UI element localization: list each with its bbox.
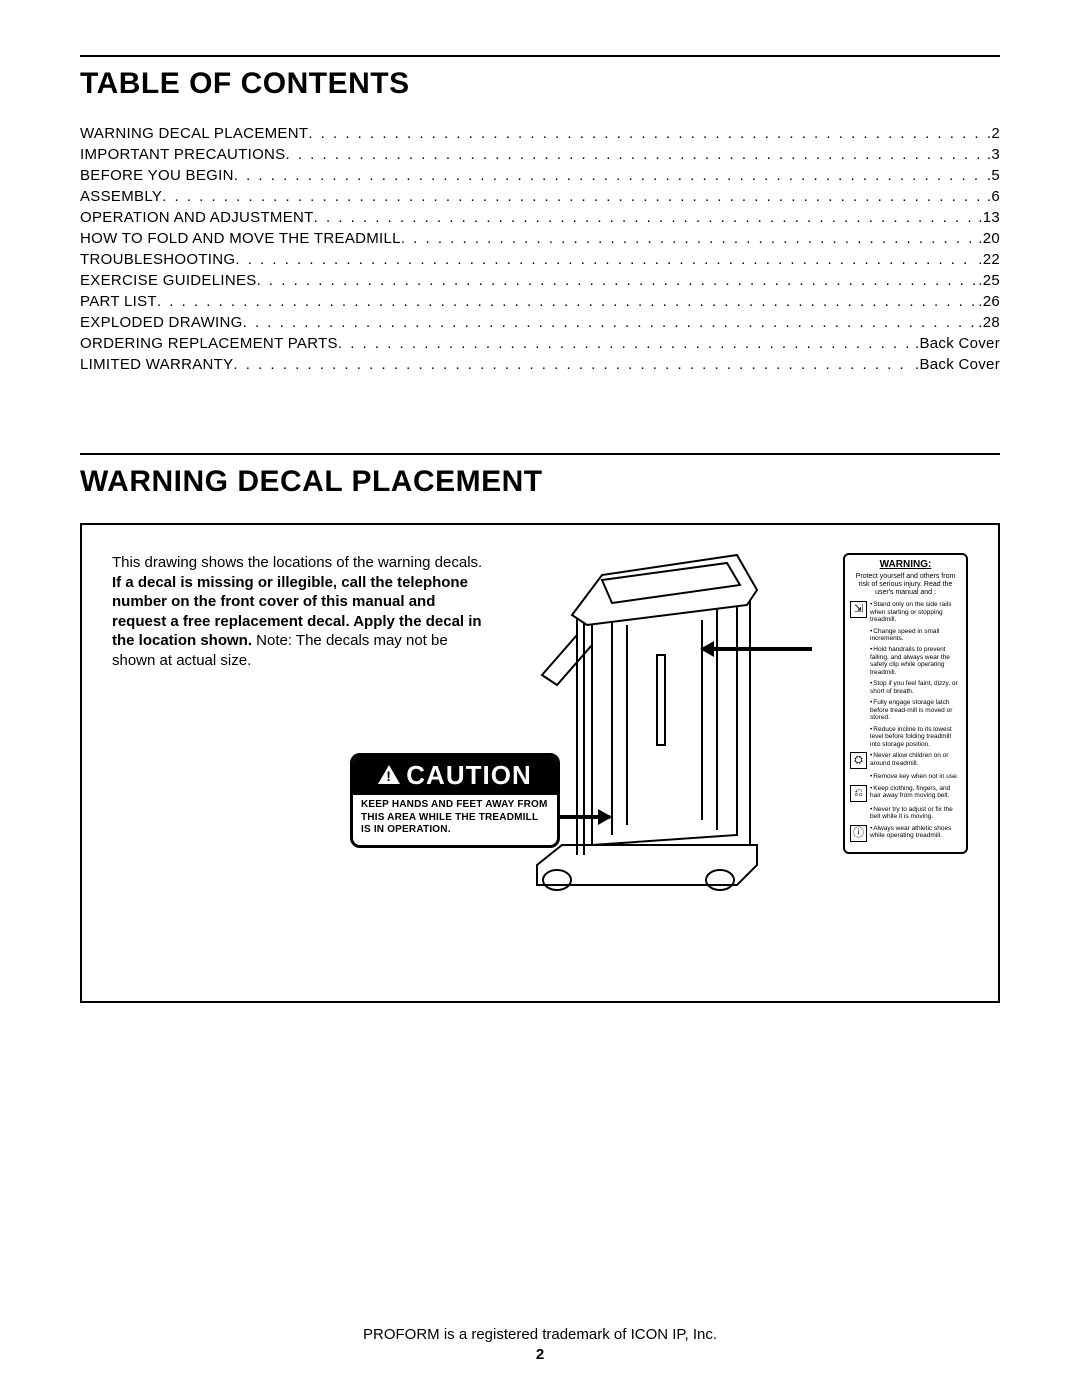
warning-item-icon: ⇲ bbox=[850, 601, 867, 618]
toc-label: ORDERING REPLACEMENT PARTS bbox=[80, 335, 338, 352]
warning-label-intro: Protect yourself and others from risk of… bbox=[850, 573, 961, 597]
toc-row: BEFORE YOU BEGIN .5 bbox=[80, 167, 1000, 184]
toc-row: WARNING DECAL PLACEMENT .2 bbox=[80, 125, 1000, 142]
toc-page: .25 bbox=[976, 272, 1000, 289]
warning-item-text: Stop if you feel faint, dizzy, or short … bbox=[870, 680, 961, 695]
caution-header-text: CAUTION bbox=[406, 760, 531, 791]
warning-item-text: Hold handrails to prevent falling, and a… bbox=[870, 646, 961, 676]
warning-item-icon: ⛭ bbox=[850, 752, 867, 769]
toc-dots bbox=[233, 356, 913, 373]
toc-label: BEFORE YOU BEGIN bbox=[80, 167, 234, 184]
toc-dots bbox=[314, 209, 977, 226]
arrow-caution bbox=[560, 815, 610, 819]
top-rule bbox=[80, 55, 1000, 57]
warning-item-text: Change speed in small increments. bbox=[870, 628, 961, 643]
warning-item: Remove key when not in use. bbox=[850, 773, 961, 780]
warning-item-text: Stand only on the side rails when starti… bbox=[870, 601, 961, 623]
toc-row: EXERCISE GUIDELINES .25 bbox=[80, 272, 1000, 289]
toc-dots bbox=[157, 293, 976, 310]
toc-dots bbox=[286, 146, 985, 163]
toc-label: ASSEMBLY bbox=[80, 188, 162, 205]
toc-dots bbox=[234, 167, 985, 184]
caution-header: CAUTION bbox=[353, 756, 557, 795]
toc-row: ASSEMBLY .6 bbox=[80, 188, 1000, 205]
toc-dots bbox=[401, 230, 976, 247]
toc-page: .20 bbox=[976, 230, 1000, 247]
warning-item: ⎌Keep clothing, fingers, and hair away f… bbox=[850, 785, 961, 802]
warning-item-text: Always wear athletic shoes while operati… bbox=[870, 825, 961, 842]
warning-item-text: Never allow children on or around treadm… bbox=[870, 752, 961, 769]
warning-item: ⛭Never allow children on or around tread… bbox=[850, 752, 961, 769]
toc-page: .3 bbox=[985, 146, 1000, 163]
placement-box: This drawing shows the locations of the … bbox=[80, 523, 1000, 1003]
toc-row: LIMITED WARRANTY .Back Cover bbox=[80, 356, 1000, 373]
toc-row: IMPORTANT PRECAUTIONS .3 bbox=[80, 146, 1000, 163]
toc-label: TROUBLESHOOTING bbox=[80, 251, 235, 268]
toc-page: .Back Cover bbox=[913, 335, 1000, 352]
warning-item: ⓘAlways wear athletic shoes while operat… bbox=[850, 825, 961, 842]
mid-rule bbox=[80, 453, 1000, 455]
document-page: TABLE OF CONTENTS WARNING DECAL PLACEMEN… bbox=[0, 0, 1080, 1397]
footer-trademark: PROFORM is a registered trademark of ICO… bbox=[0, 1326, 1080, 1343]
toc-label: EXERCISE GUIDELINES bbox=[80, 272, 257, 289]
toc-dots bbox=[257, 272, 977, 289]
toc-label: EXPLODED DRAWING bbox=[80, 314, 243, 331]
toc-label: PART LIST bbox=[80, 293, 157, 310]
warning-label: WARNING: Protect yourself and others fro… bbox=[843, 553, 968, 854]
toc-page: .Back Cover bbox=[913, 356, 1000, 373]
warning-item: Change speed in small increments. bbox=[850, 628, 961, 643]
warning-item: Reduce incline to its lowest level befor… bbox=[850, 726, 961, 748]
warning-item: Fully engage storage latch before tread-… bbox=[850, 699, 961, 721]
toc-page: .5 bbox=[985, 167, 1000, 184]
placement-title: WARNING DECAL PLACEMENT bbox=[80, 465, 1000, 499]
warning-label-title: WARNING: bbox=[850, 559, 961, 570]
toc-page: .28 bbox=[976, 314, 1000, 331]
toc-row: HOW TO FOLD AND MOVE THE TREADMILL .20 bbox=[80, 230, 1000, 247]
treadmill-illustration bbox=[502, 545, 782, 905]
warning-item: Never try to adjust or fix the belt whil… bbox=[850, 806, 961, 821]
toc-title: TABLE OF CONTENTS bbox=[80, 67, 1000, 101]
placement-paragraph: This drawing shows the locations of the … bbox=[112, 553, 492, 670]
warning-triangle-icon bbox=[378, 765, 400, 784]
page-number: 2 bbox=[0, 1346, 1080, 1363]
table-of-contents: WARNING DECAL PLACEMENT .2 IMPORTANT PREC… bbox=[80, 125, 1000, 373]
warning-item: Stop if you feel faint, dizzy, or short … bbox=[850, 680, 961, 695]
caution-body: KEEP HANDS AND FEET AWAY FROM THIS AREA … bbox=[353, 795, 557, 845]
toc-label: IMPORTANT PRECAUTIONS bbox=[80, 146, 286, 163]
toc-page: .13 bbox=[976, 209, 1000, 226]
toc-label: WARNING DECAL PLACEMENT bbox=[80, 125, 308, 142]
warning-item: Hold handrails to prevent falling, and a… bbox=[850, 646, 961, 676]
warning-label-items: ⇲Stand only on the side rails when start… bbox=[850, 601, 961, 841]
toc-label: OPERATION AND ADJUSTMENT bbox=[80, 209, 314, 226]
placement-lead: This drawing shows the locations of the … bbox=[112, 554, 482, 571]
warning-item-text: Reduce incline to its lowest level befor… bbox=[870, 726, 961, 748]
toc-row: OPERATION AND ADJUSTMENT .13 bbox=[80, 209, 1000, 226]
warning-item-icon: ⎌ bbox=[850, 785, 867, 802]
toc-page: .22 bbox=[976, 251, 1000, 268]
warning-item-icon: ⓘ bbox=[850, 825, 867, 842]
toc-dots bbox=[243, 314, 977, 331]
toc-page: .6 bbox=[985, 188, 1000, 205]
warning-item-text: Keep clothing, fingers, and hair away fr… bbox=[870, 785, 961, 802]
toc-label: HOW TO FOLD AND MOVE THE TREADMILL bbox=[80, 230, 401, 247]
toc-page: .2 bbox=[985, 125, 1000, 142]
toc-row: ORDERING REPLACEMENT PARTS .Back Cover bbox=[80, 335, 1000, 352]
warning-item-text: Never try to adjust or fix the belt whil… bbox=[870, 806, 961, 821]
toc-page: .26 bbox=[976, 293, 1000, 310]
toc-dots bbox=[235, 251, 976, 268]
arrow-warning bbox=[702, 647, 812, 651]
toc-dots bbox=[308, 125, 985, 142]
toc-row: EXPLODED DRAWING .28 bbox=[80, 314, 1000, 331]
toc-row: PART LIST .26 bbox=[80, 293, 1000, 310]
toc-label: LIMITED WARRANTY bbox=[80, 356, 233, 373]
toc-dots bbox=[162, 188, 985, 205]
toc-dots bbox=[338, 335, 913, 352]
caution-decal: CAUTION KEEP HANDS AND FEET AWAY FROM TH… bbox=[350, 753, 560, 848]
toc-row: TROUBLESHOOTING .22 bbox=[80, 251, 1000, 268]
warning-item: ⇲Stand only on the side rails when start… bbox=[850, 601, 961, 623]
warning-item-text: Remove key when not in use. bbox=[870, 773, 961, 780]
warning-item-text: Fully engage storage latch before tread-… bbox=[870, 699, 961, 721]
